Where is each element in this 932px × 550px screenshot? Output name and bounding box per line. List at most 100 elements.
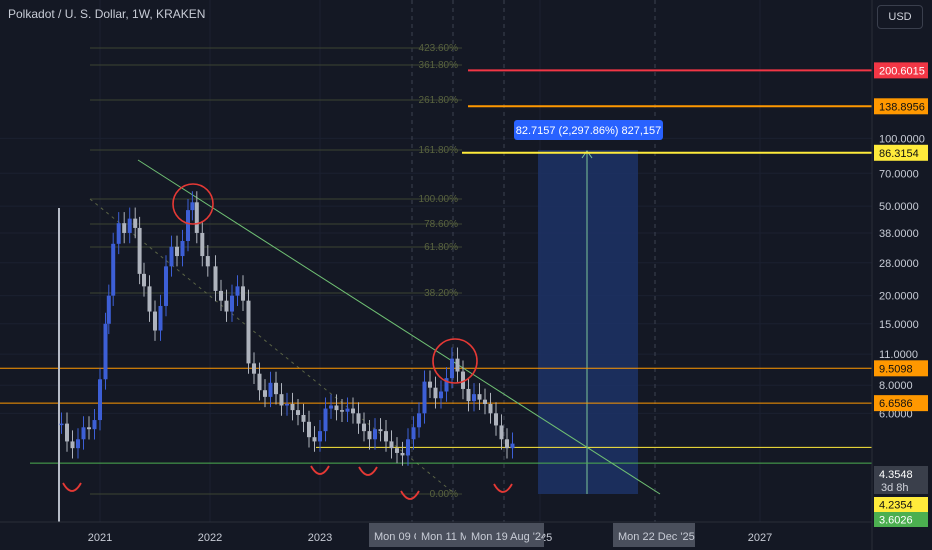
measure-label-box — [514, 120, 663, 140]
candle-body — [252, 363, 256, 374]
price-tick-label: 38.0000 — [879, 228, 919, 240]
candle-body — [378, 429, 383, 432]
candle-body — [194, 202, 199, 233]
measure-label: 82.7157 (2,297.86%) 827,157 — [516, 125, 662, 137]
fib-level-label: 38.20% — [424, 288, 458, 299]
candle-body — [186, 210, 190, 241]
candle-body — [389, 441, 394, 449]
candle-body — [340, 410, 344, 412]
price-tick-label: 15.0000 — [879, 319, 919, 331]
candle-body — [164, 266, 168, 306]
candle-body — [116, 223, 121, 244]
level-price-tag: 86.3154 — [879, 148, 919, 160]
currency-button[interactable]: USD — [877, 5, 923, 29]
candle-body — [362, 423, 366, 432]
candle-body — [510, 443, 515, 449]
candle-body — [307, 421, 311, 438]
price-tick-label: 50.0000 — [879, 201, 919, 213]
level-price-tag-box — [874, 360, 928, 377]
candle-body — [472, 394, 476, 402]
price-tick-label: 20.0000 — [879, 291, 919, 303]
bounce-mark-icon — [310, 465, 330, 475]
downtrend-line — [137, 159, 661, 495]
candle-body — [334, 405, 339, 411]
candle-body — [345, 408, 350, 412]
candle-body — [87, 427, 91, 430]
candle-body — [466, 388, 471, 402]
candle-body — [290, 404, 295, 411]
bounce-mark-icon — [400, 490, 420, 500]
candle-body — [274, 382, 278, 395]
bounce-mark-icon — [493, 483, 513, 493]
candle-body — [213, 266, 218, 291]
fib-level-label: 161.80% — [419, 145, 459, 156]
level-price-tag: 4.2354 — [879, 500, 913, 512]
candle-body — [153, 311, 157, 331]
candle-body — [417, 413, 421, 428]
current-price-box — [874, 466, 928, 494]
price-tick-label: 8.0000 — [879, 380, 913, 392]
candle-body — [400, 452, 405, 456]
candle-body — [142, 273, 146, 287]
candle-body — [200, 232, 205, 257]
candle-body — [190, 202, 195, 211]
time-tick-label: 2021 — [88, 532, 112, 544]
candle-body — [224, 300, 229, 312]
candle-body — [439, 391, 443, 399]
price-tick-label: 6.0000 — [879, 408, 913, 420]
candle-body — [241, 286, 245, 301]
candle-body — [455, 358, 460, 372]
candle-body — [499, 425, 504, 440]
candle-body — [246, 300, 251, 364]
candle-body — [169, 246, 174, 267]
current-price-label: 4.3548 — [879, 469, 913, 481]
time-tick-label: 2023 — [308, 532, 332, 544]
candle-body — [329, 405, 333, 409]
candle-body — [137, 227, 142, 274]
time-marker-box — [466, 523, 544, 547]
candle-body — [133, 218, 138, 228]
candle-body — [483, 399, 487, 405]
candle-body — [373, 429, 377, 440]
candle-body — [488, 404, 493, 414]
fib-level-label: 423.60% — [419, 43, 459, 54]
candle-body — [318, 431, 322, 442]
candle-body — [219, 290, 223, 301]
time-tick-label: 2022 — [198, 532, 222, 544]
candle-body — [279, 394, 284, 406]
candle-body — [422, 381, 427, 414]
fib-level-label: 61.80% — [424, 242, 458, 253]
candle-body — [235, 286, 240, 296]
candle-body — [384, 431, 388, 442]
projection-box — [538, 150, 638, 494]
level-price-tag-box — [874, 497, 928, 512]
time-marker-label: Mon 19 Aug '24 — [471, 531, 547, 543]
price-tick-label: 28.0000 — [879, 258, 919, 270]
level-price-tag: 200.6015 — [879, 65, 925, 77]
candle-body — [406, 439, 410, 456]
candle-body — [433, 387, 438, 399]
candle-body — [312, 437, 317, 442]
candle-body — [70, 441, 75, 449]
candle-body — [296, 410, 300, 415]
candle-body — [106, 295, 111, 324]
level-price-tag: 9.5098 — [879, 363, 913, 375]
time-marker-label: Mon 22 Dec '25 — [618, 531, 695, 543]
candle-body — [477, 394, 482, 400]
price-axis[interactable]: 100.0000 70.0000 50.0000 38.0000 28.0000 20.0… — [879, 133, 925, 420]
candle-body — [285, 404, 289, 406]
overlay-layer: 82.7157 (2,297.86%) 827,157 — [62, 120, 663, 500]
candle-body — [450, 358, 454, 379]
candle-body — [122, 223, 127, 233]
price-tags: 200.6015 138.8956 86.3154 9.5098 6.6586 4.354… — [874, 62, 928, 527]
level-price-tag: 138.8956 — [879, 101, 925, 113]
bounce-mark-icon — [358, 466, 378, 476]
drawings-layer: 423.60% 361.80% 261.80% 161.80% 100.00% 78.60… — [0, 0, 872, 522]
candle-body — [263, 390, 267, 397]
time-marker-label: Mon 11 Mar '24 — [421, 531, 496, 543]
peak-circle-icon — [432, 338, 478, 384]
candle-body — [111, 243, 116, 296]
candle-body — [257, 373, 262, 391]
